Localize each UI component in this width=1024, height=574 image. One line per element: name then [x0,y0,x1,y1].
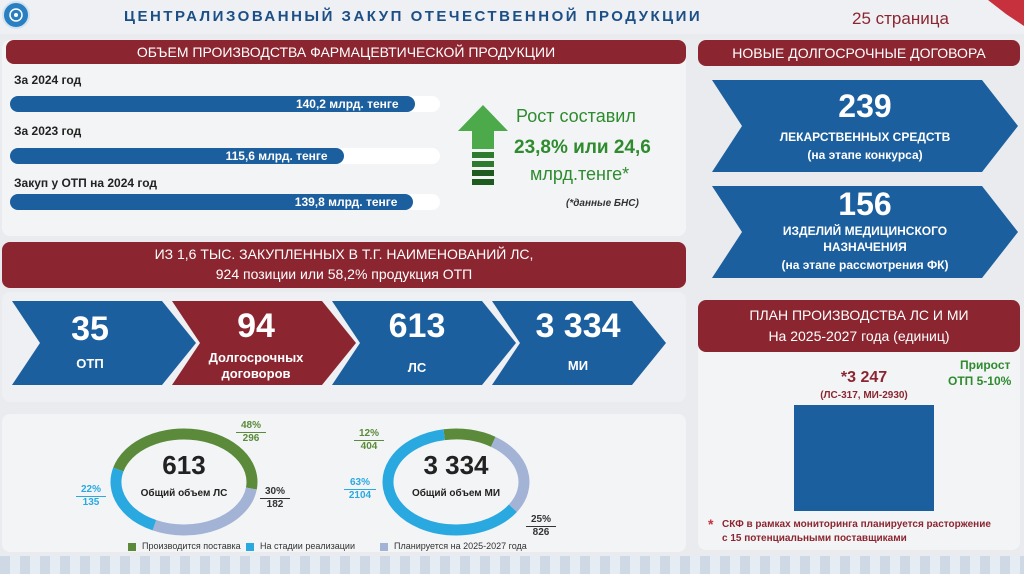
bar-otp: 139,8 млрд. тенге [10,194,414,210]
legend-swatch [380,542,388,551]
plan-value-row: *3 247 [794,369,934,387]
growth-note: (*данные БНС) [566,198,639,209]
plan-growth-label-1: Прирост [960,358,1011,372]
purchased-line-2: 924 позиции или 58,2% продукция ОТП [215,266,473,282]
donut-ls-caption: Общий объем ЛС [140,488,228,499]
donut-segment-1 [490,436,530,513]
growth-arrow-icon [458,105,508,185]
plan-breakdown: (ЛС-317, МИ-2930) [820,390,908,401]
volume-title: ОБЪЕМ ПРОИЗВОДСТВА ФАРМАЦЕВТИЧЕСКОЙ ПРОД… [6,40,686,64]
header-bar: ЦЕНТРАЛИЗОВАННЫЙ ЗАКУП ОТЕЧЕСТВЕННОЙ ПРО… [0,0,1024,34]
bar-track-2024: 140,2 млрд. тенге [10,96,440,112]
ls-pct-lavender: 30% 182 [260,486,290,511]
chevron-contracts-label: Долгосрочных договоров [208,350,304,381]
plan-bar [794,405,934,511]
contracts-line-1a: ЛЕКАРСТВЕННЫХ СРЕДСТВ [779,130,951,144]
plan-title-line-2: На 2025-2027 года (единиц) [768,328,950,344]
purchased-line-1: ИЗ 1,6 ТЫС. ЗАКУПЛЕННЫХ В Т.Г. НАИМЕНОВА… [154,246,534,262]
plan-value-star: * [840,369,848,386]
plan-value: 3 247 [847,369,888,386]
donut-mi [382,428,530,536]
donut-mi-total: 3 334 [423,450,489,480]
bar-label-2024: За 2024 год [14,73,82,87]
contracts-number-2: 156 [838,186,892,222]
contracts-chevron-2 [712,186,1018,278]
bar-2023: 115,6 млрд. тенге [10,148,344,164]
contracts-line-2a: ИЗДЕЛИЙ МЕДИЦИНСКОГО [782,224,948,238]
donut-segment-1 [152,487,257,536]
donut-segment-0 [443,428,496,447]
plan-title: ПЛАН ПРОИЗВОДСТВА ЛС И МИ На 2025-2027 г… [698,300,1020,352]
legend-swatch [246,542,254,551]
ls-pct-green: 48% 296 [236,420,266,445]
chevron-otp-label: ОТП [76,356,104,371]
plan-footnote-star: * [708,516,714,532]
legend-swatch [128,542,136,551]
donut-segment-2 [382,429,517,536]
plan-title-line-1: ПЛАН ПРОИЗВОДСТВА ЛС И МИ [749,307,969,323]
legend-supply: Производится поставка [128,541,241,551]
donut-mi-caption: Общий объем МИ [411,488,501,499]
chevron-mi-label: МИ [567,358,589,373]
donut-ls [110,428,258,536]
bar-2024: 140,2 млрд. тенге [10,96,415,112]
contracts-title: НОВЫЕ ДОЛГОСРОЧНЫЕ ДОГОВОРА [698,40,1020,66]
page-title: ЦЕНТРАЛИЗОВАННЫЙ ЗАКУП ОТЕЧЕСТВЕННОЙ ПРО… [124,8,703,25]
chevron-contracts [172,301,356,385]
donut-segment-0 [113,428,258,490]
ornament-strip [0,556,1024,574]
ls-pct-blue: 22% 135 [76,484,106,509]
chevron-ls-label: ЛС [407,360,427,375]
purchased-banner: ИЗ 1,6 ТЫС. ЗАКУПЛЕННЫХ В Т.Г. НАИМЕНОВА… [2,242,686,288]
legend-planned: Планируется на 2025-2027 года [380,541,527,551]
chevron-mi [492,301,666,385]
donut-segment-2 [110,467,157,531]
chevron-otp-number: 35 [71,310,109,348]
chevron-otp [12,301,196,385]
growth-text-2: 23,8% или 24,6 [514,137,651,158]
plan-growth-label-2: ОТП 5-10% [948,374,1012,388]
mi-pct-blue: 63% 2104 [344,477,376,502]
chevron-mi-number: 3 334 [535,307,621,345]
mi-pct-lavender: 25% 826 [526,514,556,539]
bar-label-otp: Закуп у ОТП на 2024 год [14,176,157,190]
page-number: 25 страница [852,9,949,28]
bar-track-otp: 139,8 млрд. тенге [10,194,440,210]
growth-text-3: млрд.тенге* [530,164,630,184]
mi-pct-green: 12% 404 [354,428,384,453]
contracts-number-1: 239 [838,88,892,124]
plan-footnote-1: СКФ в рамках мониторинга планируется рас… [722,519,991,530]
corner-ribbon [988,0,1024,26]
contracts-chevron-1 [712,80,1018,172]
bar-track-2023: 115,6 млрд. тенге [10,148,440,164]
plan-footnote-2: с 15 потенциальными поставщиками [722,533,907,544]
chevron-ls-number: 613 [388,307,446,345]
contracts-line-2c: (на этапе рассмотрения ФК) [781,258,949,272]
growth-text-1: Рост составил [516,106,636,126]
donut-ls-total: 613 [162,450,206,480]
contracts-line-2b: НАЗНАЧЕНИЯ [823,240,907,254]
contracts-line-1b: (на этапе конкурса) [807,148,923,162]
legend-implementation: На стадии реализации [246,541,355,551]
chevron-contracts-number: 94 [237,307,275,345]
bar-label-2023: За 2023 год [14,124,82,138]
chevron-ls [332,301,516,385]
logo [2,1,30,29]
